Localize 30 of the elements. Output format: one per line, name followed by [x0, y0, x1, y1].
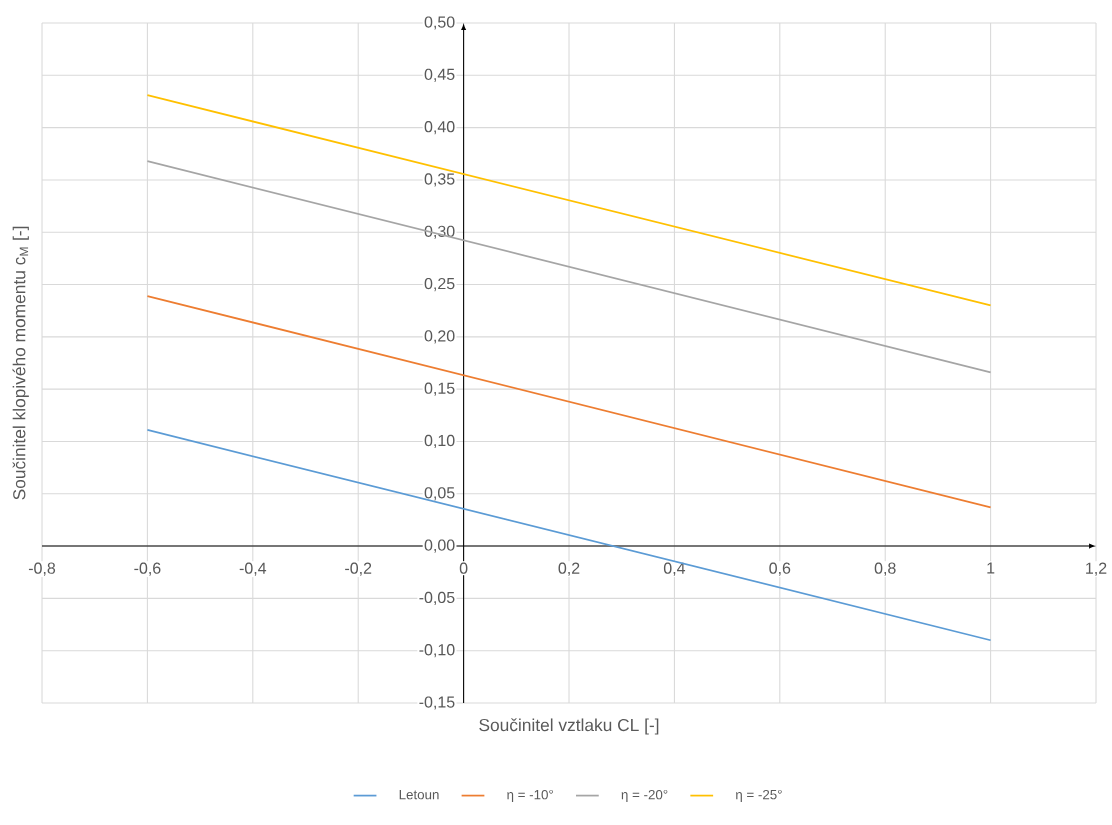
legend-label: η = -10°	[507, 789, 553, 803]
x-axis-title: Součinitel vztlaku CL [-]	[479, 718, 659, 735]
y-tick-label: 0,35	[424, 173, 455, 187]
y-tick-label: -0,05	[419, 591, 455, 605]
x-tick-label: -0,8	[28, 562, 56, 576]
x-tick-label: 0,8	[874, 562, 896, 576]
x-tick-label: -0,2	[345, 562, 372, 576]
x-tick-label: 1,2	[1086, 562, 1107, 576]
y-axis-title: Součinitel klopivého momentu c$_{M}$ [-]	[12, 226, 29, 500]
y-tick-label: -0,10	[419, 644, 455, 658]
y-tick-label: 0,05	[424, 487, 455, 501]
x-tick-label: -0,4	[239, 562, 267, 576]
y-tick-label: 0,15	[424, 382, 455, 396]
legend-label: η = -20°	[621, 789, 668, 803]
x-tick-label: 0	[459, 562, 468, 574]
x-tick-label: 0,4	[663, 562, 686, 576]
y-tick-label: 0,00	[424, 539, 455, 553]
y-tick-label: 0,40	[424, 121, 455, 135]
y-tick-label: -0,15	[419, 696, 455, 710]
x-tick-label: -0,6	[134, 562, 161, 576]
legend-label: Letoun	[399, 790, 439, 800]
y-tick-label: 0,50	[424, 16, 455, 30]
legend-label: η = -25°	[736, 789, 782, 803]
x-tick-label: 0,2	[558, 562, 580, 576]
y-tick-label: 0,20	[424, 330, 455, 344]
x-tick-label: 1	[987, 562, 995, 574]
y-tick-label: 0,10	[424, 434, 455, 449]
x-tick-label: 0,6	[769, 562, 791, 576]
y-tick-label: 0,45	[424, 68, 455, 82]
y-tick-label: 0,25	[424, 277, 455, 292]
